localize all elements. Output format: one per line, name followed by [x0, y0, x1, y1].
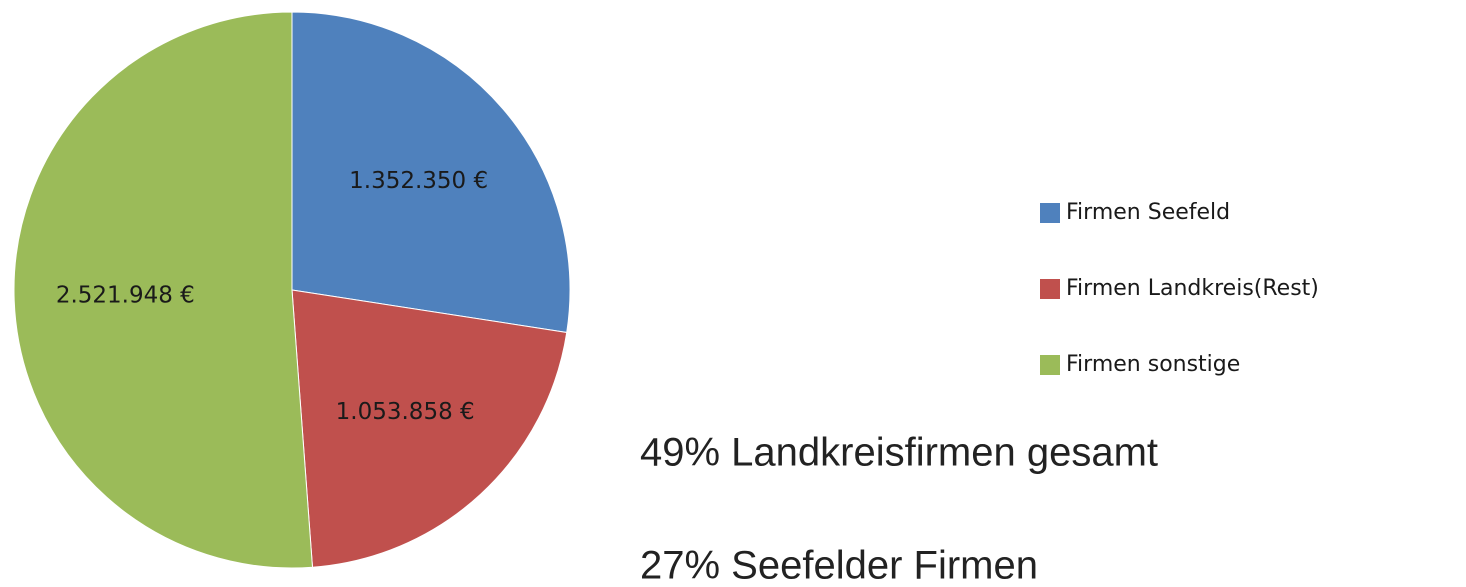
annotation: 49% Landkreisfirmen gesamt	[640, 431, 1158, 475]
legend-swatch	[1040, 203, 1060, 223]
value-label: 1.352.350 €	[349, 168, 488, 194]
value-label: 1.053.858 €	[336, 399, 475, 425]
annotation: 27% Seefelder Firmen	[640, 544, 1038, 587]
legend-label: Firmen sonstige	[1066, 352, 1240, 377]
value-label: 2.521.948 €	[56, 283, 195, 309]
legend-label: Firmen Seefeld	[1066, 200, 1230, 225]
legend-swatch	[1040, 279, 1060, 299]
legend-swatch	[1040, 355, 1060, 375]
pie-slice	[291, 11, 571, 334]
legend-label: Firmen Landkreis(Rest)	[1066, 276, 1319, 301]
pie-slice	[13, 11, 314, 569]
pie-slice	[291, 289, 568, 568]
